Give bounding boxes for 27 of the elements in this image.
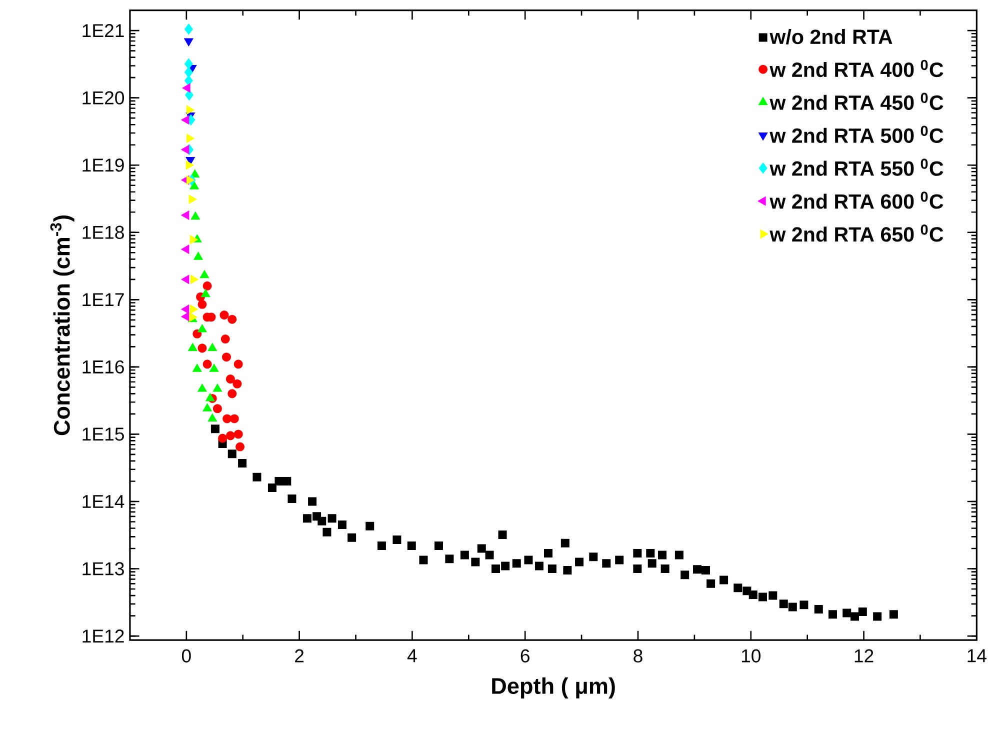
- legend-label: w/o 2nd RTA: [770, 28, 892, 44]
- x-tick-label: 8: [634, 649, 642, 662]
- y-tick-label: 1E16: [82, 360, 124, 374]
- x-axis-title: Depth ( μm): [492, 677, 615, 698]
- x-tick-label: 4: [407, 649, 417, 662]
- legend-label: w 2nd RTA 650 $^{0}$C: [770, 224, 944, 242]
- x-tick-label: 2: [295, 649, 304, 662]
- y-tick-label: 1E20: [82, 91, 124, 104]
- y-tick-label: 1E21: [82, 24, 124, 38]
- x-tick-label: 14: [968, 649, 986, 662]
- y-tick-label: 1E14: [82, 495, 124, 508]
- y-tick-label: 1E12: [82, 629, 124, 642]
- x-tick-label: 0: [182, 649, 191, 662]
- y-tick-label: 1E19: [82, 158, 124, 172]
- x-tick-label: 6: [520, 649, 530, 662]
- legend-label: w 2nd RTA 550 $^{0}$C: [770, 158, 944, 176]
- x-tick-label: 12: [854, 649, 874, 662]
- legend-label: w 2nd RTA 400 $^{0}$C: [770, 60, 944, 78]
- y-axis-title: Concentration (cm$^{-3}$): [50, 215, 74, 436]
- legend-label: w 2nd RTA 500 $^{0}$C: [770, 126, 944, 143]
- y-tick-label: 1E17: [82, 293, 124, 306]
- x-tick-label: 10: [742, 649, 761, 662]
- y-tick-label: 1E18: [82, 226, 124, 239]
- y-tick-label: 1E15: [82, 428, 124, 441]
- legend-label: w 2nd RTA 600 $^{0}$C: [770, 192, 944, 209]
- legend-label: w 2nd RTA 450 $^{0}$C: [770, 92, 944, 110]
- y-tick-label: 1E13: [82, 562, 124, 576]
